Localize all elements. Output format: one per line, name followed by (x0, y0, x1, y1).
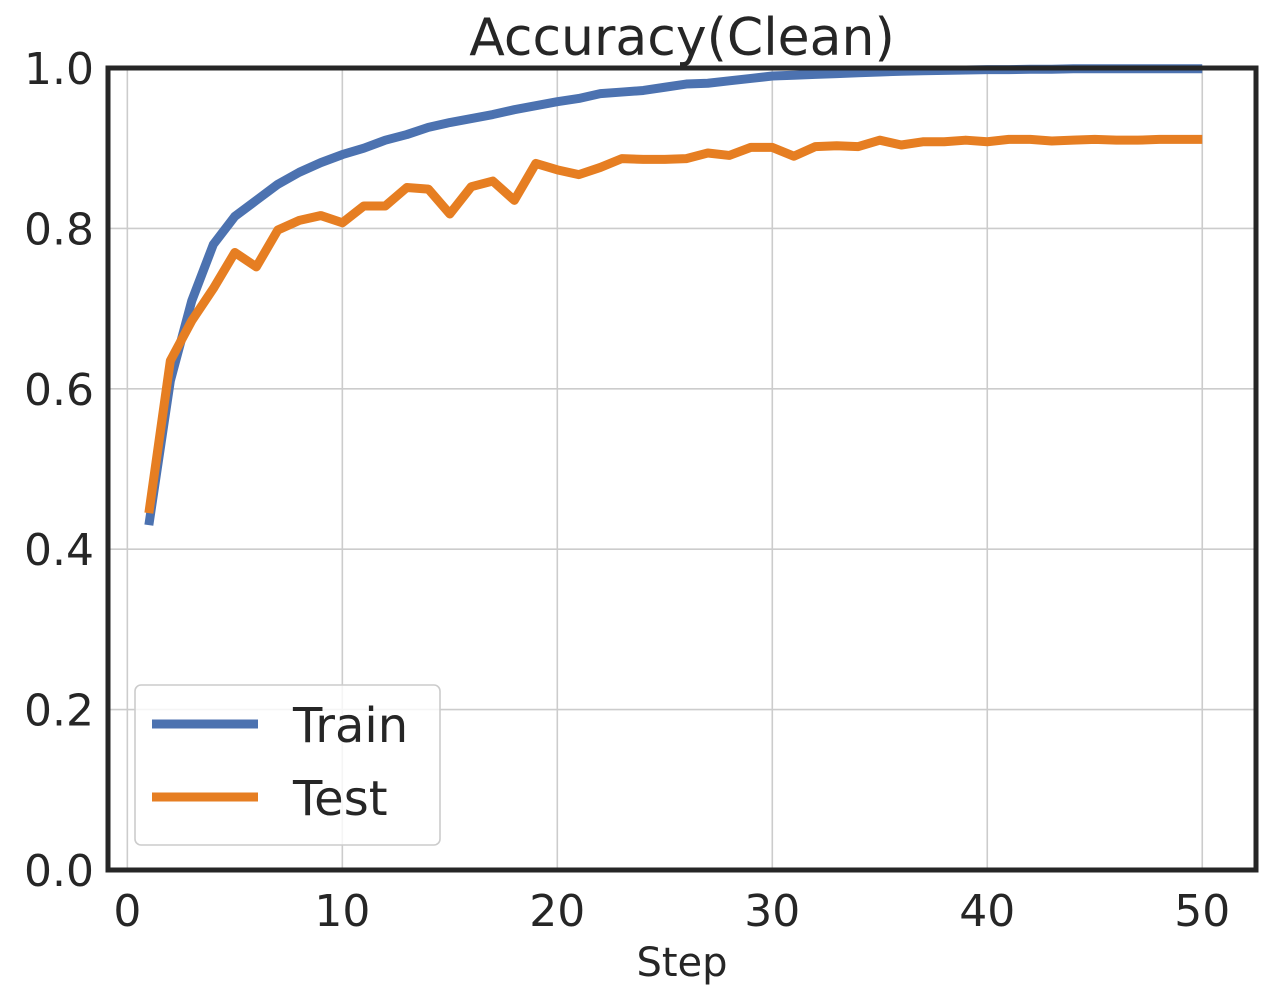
y-tick-label: 0.0 (24, 846, 94, 897)
y-tick-label: 0.6 (24, 365, 94, 416)
chart-title: Accuracy(Clean) (469, 8, 895, 68)
plot-frame (105, 65, 1259, 873)
x-tick-label: 30 (744, 886, 800, 937)
x-tick-label: 50 (1174, 886, 1230, 937)
x-axis-label: Step (636, 940, 727, 986)
y-tick-label: 0.8 (24, 204, 94, 255)
series-lines (144, 64, 1203, 526)
series-line-test (144, 134, 1203, 514)
legend-label-train: Train (292, 698, 408, 754)
legend-label-test: Test (292, 771, 388, 827)
y-tick-label: 0.2 (24, 686, 94, 737)
legend: Train Test (134, 684, 441, 846)
x-tick-label: 20 (529, 886, 585, 937)
x-tick-label: 0 (113, 886, 141, 937)
y-tick-label: 0.4 (24, 525, 94, 576)
x-tick-label: 40 (959, 886, 1015, 937)
x-tick-label: 10 (314, 886, 370, 937)
y-tick-label: 1.0 (24, 44, 94, 95)
tick-labels: 0 10 20 30 40 50 0.0 0.2 0.4 0.6 0.8 1.0 (24, 44, 1230, 937)
